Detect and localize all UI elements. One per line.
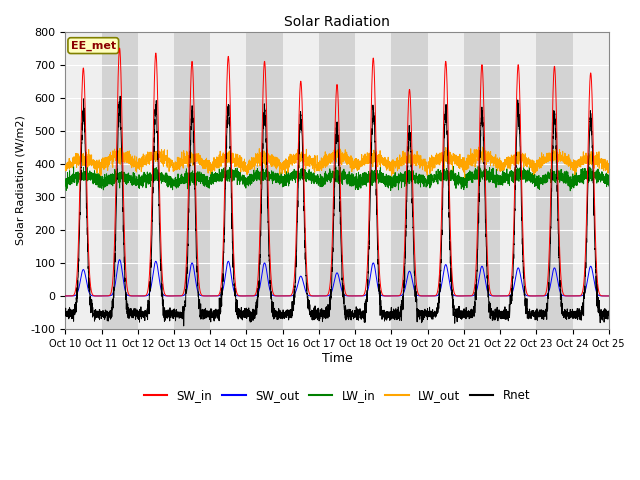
Bar bbox=[500, 32, 536, 329]
Rnet bbox=[180, 323, 188, 329]
LW_in bbox=[317, 175, 324, 180]
SW_in bbox=[459, 293, 467, 299]
SW_in bbox=[429, 293, 436, 299]
Bar bbox=[428, 32, 464, 329]
SW_out bbox=[116, 257, 124, 263]
Bar bbox=[355, 32, 392, 329]
SW_out bbox=[279, 293, 287, 299]
LW_out bbox=[317, 158, 324, 164]
LW_out bbox=[461, 175, 468, 180]
Rnet bbox=[429, 316, 436, 322]
LW_in bbox=[449, 164, 457, 169]
Bar bbox=[392, 32, 428, 329]
LW_in bbox=[490, 176, 497, 181]
Bar bbox=[464, 32, 500, 329]
Line: SW_out: SW_out bbox=[65, 260, 609, 296]
SW_out bbox=[604, 293, 612, 299]
LW_out bbox=[605, 169, 612, 175]
Line: Rnet: Rnet bbox=[65, 96, 609, 326]
Bar bbox=[210, 32, 246, 329]
Bar bbox=[573, 32, 609, 329]
LW_out bbox=[405, 144, 413, 149]
LW_out bbox=[159, 158, 167, 164]
Line: LW_in: LW_in bbox=[65, 167, 609, 191]
X-axis label: Time: Time bbox=[322, 351, 353, 364]
Legend: SW_in, SW_out, LW_in, LW_out, Rnet: SW_in, SW_out, LW_in, LW_out, Rnet bbox=[139, 384, 535, 407]
SW_in bbox=[490, 293, 497, 299]
LW_in bbox=[604, 182, 612, 188]
LW_in bbox=[159, 172, 167, 178]
LW_out bbox=[490, 158, 497, 164]
LW_in bbox=[566, 188, 574, 193]
LW_out bbox=[61, 168, 69, 173]
SW_out bbox=[317, 293, 324, 299]
SW_in bbox=[159, 283, 167, 288]
SW_in bbox=[388, 293, 396, 299]
Bar bbox=[138, 32, 174, 329]
Rnet bbox=[61, 311, 69, 316]
Bar bbox=[174, 32, 210, 329]
LW_in bbox=[605, 183, 612, 189]
LW_out bbox=[429, 156, 436, 162]
Rnet bbox=[159, 306, 167, 312]
SW_in bbox=[116, 45, 124, 51]
SW_out bbox=[429, 293, 436, 299]
LW_out bbox=[604, 160, 612, 166]
LW_in bbox=[61, 183, 69, 189]
Rnet bbox=[317, 310, 324, 316]
Bar bbox=[319, 32, 355, 329]
SW_in bbox=[61, 293, 69, 299]
Rnet bbox=[459, 308, 467, 314]
Y-axis label: Solar Radiation (W/m2): Solar Radiation (W/m2) bbox=[15, 115, 25, 245]
SW_out bbox=[159, 291, 167, 297]
SW_in bbox=[605, 293, 612, 299]
Bar bbox=[536, 32, 573, 329]
Rnet bbox=[490, 310, 497, 316]
SW_in bbox=[604, 293, 612, 299]
Rnet bbox=[116, 93, 124, 99]
SW_in bbox=[317, 293, 324, 299]
Rnet bbox=[604, 308, 612, 314]
LW_in bbox=[459, 176, 467, 182]
LW_out bbox=[459, 167, 467, 173]
Rnet bbox=[605, 311, 612, 317]
Bar bbox=[246, 32, 283, 329]
Title: Solar Radiation: Solar Radiation bbox=[284, 15, 390, 29]
SW_out bbox=[490, 293, 497, 299]
LW_in bbox=[429, 177, 436, 183]
SW_out bbox=[459, 293, 467, 299]
Text: EE_met: EE_met bbox=[70, 40, 116, 51]
Bar bbox=[65, 32, 102, 329]
SW_out bbox=[61, 293, 69, 299]
Line: LW_out: LW_out bbox=[65, 146, 609, 178]
Line: SW_in: SW_in bbox=[65, 48, 609, 296]
Bar bbox=[283, 32, 319, 329]
SW_out bbox=[605, 293, 612, 299]
Bar bbox=[102, 32, 138, 329]
